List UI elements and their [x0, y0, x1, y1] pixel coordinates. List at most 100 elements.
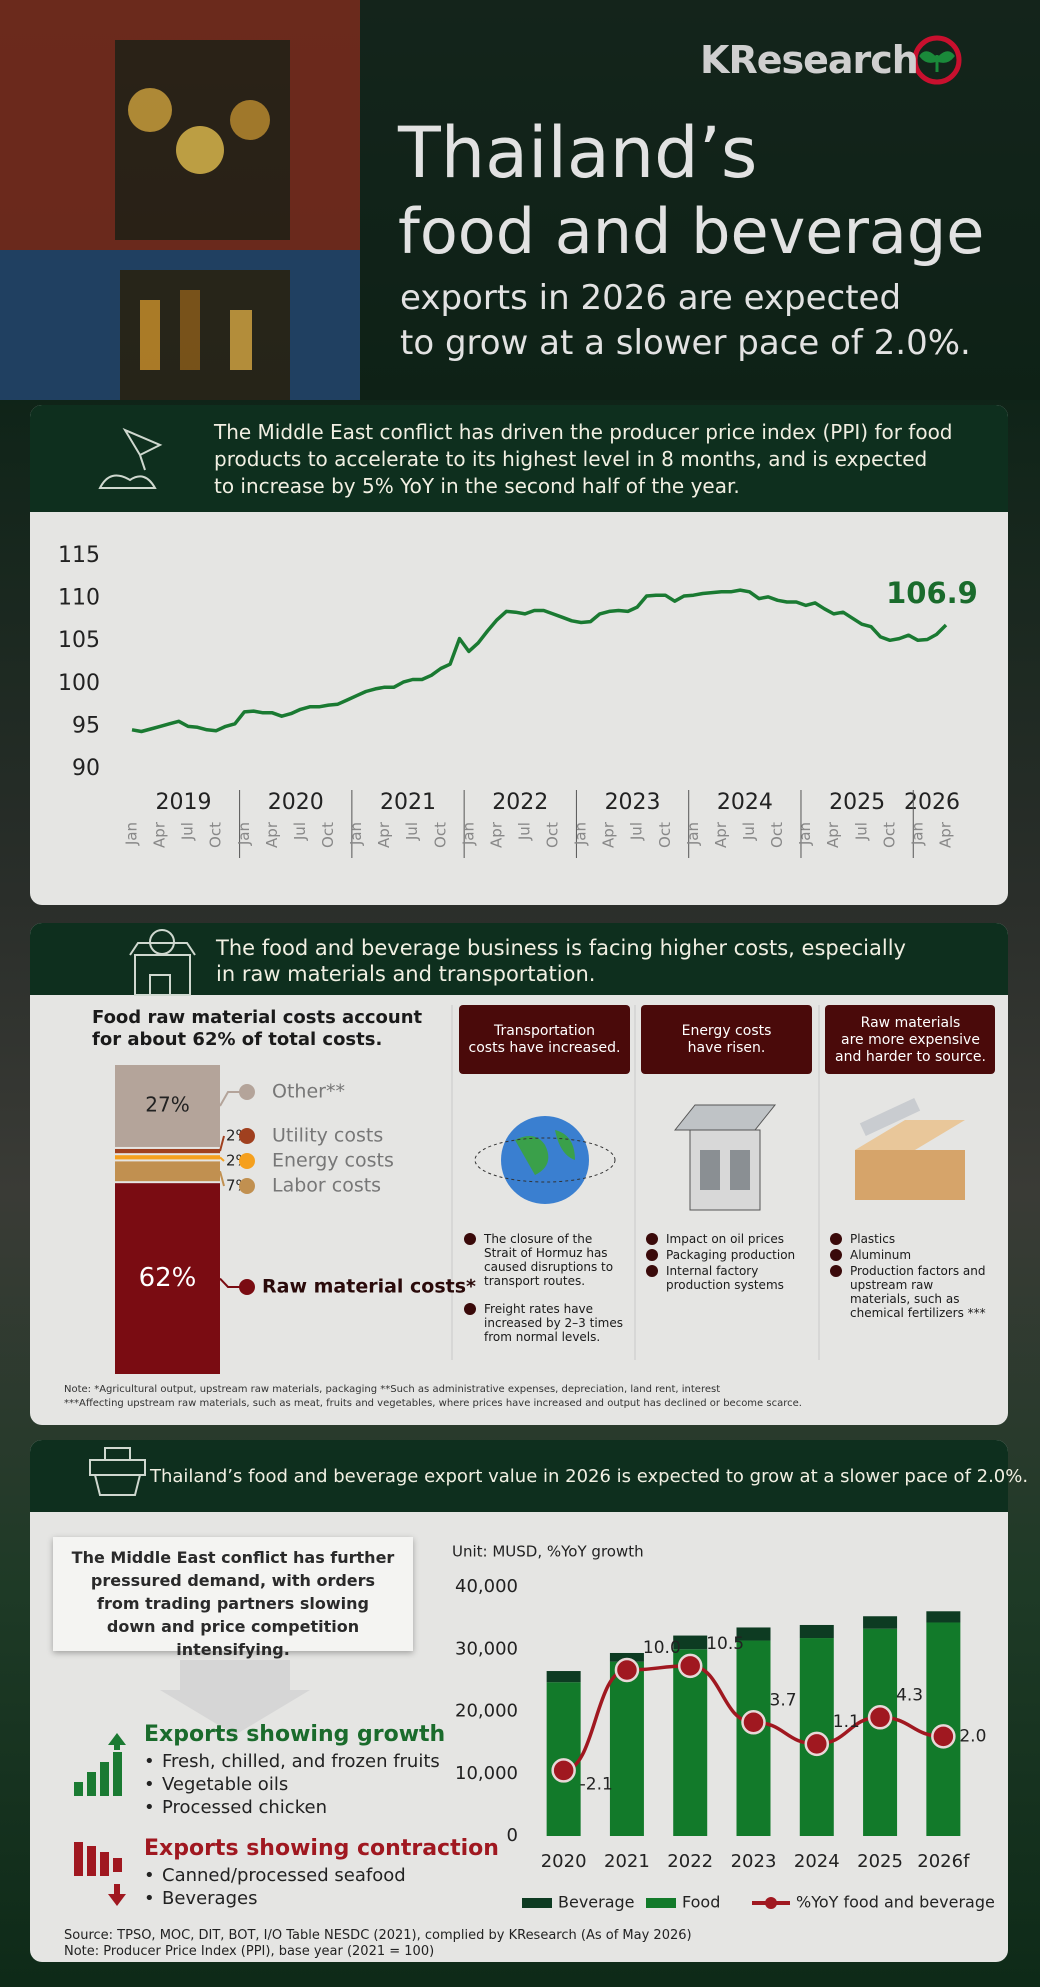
y-tick-label: 100 [58, 671, 100, 696]
x-tick-label: Jan [347, 822, 365, 846]
x-tick-label: 2022 [667, 1851, 713, 1872]
x-tick-label: Jul [852, 822, 870, 841]
column-title: Transportation costs have increased. [459, 1010, 630, 1070]
column-title: Raw materials are more expensive and harde… [825, 1010, 996, 1070]
banner-line: The food and beverage business is facing… [216, 936, 906, 960]
source: Source: TPSO, MOC, DIT, BOT, I/O Table N… [64, 1928, 692, 1960]
title-line: Energy costs [681, 1023, 772, 1039]
bullet: Impact on oil prices [646, 1232, 806, 1246]
bar [673, 1635, 708, 1650]
x-tick-label: Oct [544, 822, 562, 848]
y-tick-label: 105 [58, 628, 100, 653]
column-deco [451, 1005, 995, 1360]
year-label: 2025 [829, 790, 885, 815]
bar [673, 1649, 708, 1836]
x-tick-label: Jan [796, 822, 814, 846]
bullet: Aluminum [830, 1248, 990, 1262]
contraction-list: Canned/processed seafoodBeverages [140, 1864, 406, 1910]
x-tick-label: Jan [459, 822, 477, 846]
x-tick-label: Apr [151, 821, 169, 848]
year-label: 2023 [605, 790, 661, 815]
bar [863, 1628, 898, 1836]
legend-label: Beverage [558, 1893, 635, 1912]
value-label: 3.7 [770, 1690, 797, 1710]
bar [609, 1661, 644, 1836]
column-title: Energy costs have risen. [641, 1010, 812, 1070]
legend-label: Raw material costs* [262, 1276, 476, 1298]
x-tick-label: Apr [712, 821, 730, 848]
heading-line: for about 62% of total costs. [92, 1029, 383, 1050]
value-label: 4.3 [896, 1685, 923, 1705]
year-label: 2024 [717, 790, 773, 815]
leader [219, 1171, 225, 1187]
bullet: Internal factory production systems [646, 1264, 806, 1292]
y-tick-label: 30,000 [455, 1638, 518, 1659]
banner [30, 1440, 1008, 1512]
list-item: Beverages [140, 1887, 406, 1910]
leader [219, 1135, 225, 1152]
title: food and beverage [398, 195, 985, 268]
x-tick-label: Jan [908, 822, 926, 846]
title-line: Raw materials [860, 1014, 961, 1031]
growth-icon [74, 1733, 126, 1796]
x-tick-label: 2025 [857, 1851, 903, 1872]
year-label: 2026 [904, 790, 960, 815]
bar-segment [115, 1161, 220, 1182]
legend-swatch [646, 1898, 676, 1908]
heading-line: Food raw material costs account [92, 1007, 423, 1028]
year-label: 2020 [268, 790, 324, 815]
x-tick-label: Jan [235, 822, 253, 846]
callout-arrow [160, 1660, 310, 1735]
y-tick-label: 90 [72, 756, 100, 781]
notes: Note: *Agricultural output, upstream raw… [64, 1383, 802, 1411]
subtitle: exports in 2026 are expected [400, 278, 902, 318]
bar [799, 1624, 834, 1639]
list-item: Vegetable oils [140, 1773, 440, 1796]
banner-text: The Middle East conflict has driven the … [214, 419, 953, 500]
banner-line: in raw materials and transportation. [216, 962, 596, 986]
x-tick-label: Oct [319, 822, 337, 848]
bullet: Freight rates have increased by 2–3 time… [464, 1302, 624, 1344]
y-tick-label: 20,000 [455, 1701, 518, 1722]
legend-label: Labor costs [272, 1175, 381, 1197]
brand: KResearch [700, 38, 919, 82]
bar [736, 1627, 771, 1641]
x-tick-label: Oct [880, 822, 898, 848]
callout-box: The Middle East conflict has further pre… [53, 1537, 413, 1659]
banner-icon [89, 427, 196, 1496]
point [551, 1758, 576, 1783]
bullet: Production factors and upstream raw mate… [830, 1264, 990, 1320]
point [677, 1653, 703, 1679]
list-item: Canned/processed seafood [140, 1864, 406, 1887]
value-label: 27% [145, 1092, 189, 1116]
growth-title: Exports showing growth [144, 1722, 446, 1747]
x-tick-label: Apr [487, 821, 505, 848]
banner [30, 923, 1008, 995]
x-tick-label: Jul [628, 822, 646, 841]
year-label: 2021 [380, 790, 436, 815]
title-line: Transportation [493, 1023, 596, 1039]
bullet-list: Impact on oil prices Packaging production… [646, 1232, 806, 1294]
title-line: are more expensive [841, 1031, 980, 1048]
value-label: 62% [139, 1263, 197, 1293]
x-tick-label: Jul [515, 822, 533, 841]
y-tick-label: 40,000 [455, 1576, 518, 1597]
line [131, 588, 948, 734]
y-tick-label: 10,000 [455, 1763, 518, 1784]
bar [546, 1671, 581, 1683]
bar [926, 1611, 961, 1623]
header-art [0, 0, 1040, 400]
y-tick-label: 95 [72, 713, 100, 738]
bar-segment [115, 1065, 220, 1147]
x-tick-label: 2020 [541, 1851, 587, 1872]
banner-line: products to accelerate to its highest le… [214, 447, 928, 471]
year-label: 2019 [155, 790, 211, 815]
bullet-list: The closure of the Strait of Hormuz has … [464, 1232, 624, 1358]
unit-label: Unit: MUSD, %YoY growth [452, 1543, 644, 1561]
y-tick-label: 110 [58, 586, 100, 611]
note-line: ***Affecting upstream raw materials, suc… [64, 1398, 802, 1409]
bar [736, 1640, 771, 1836]
title: Thailand’s [398, 112, 758, 194]
legend-label: %YoY food and beverage [796, 1893, 995, 1912]
